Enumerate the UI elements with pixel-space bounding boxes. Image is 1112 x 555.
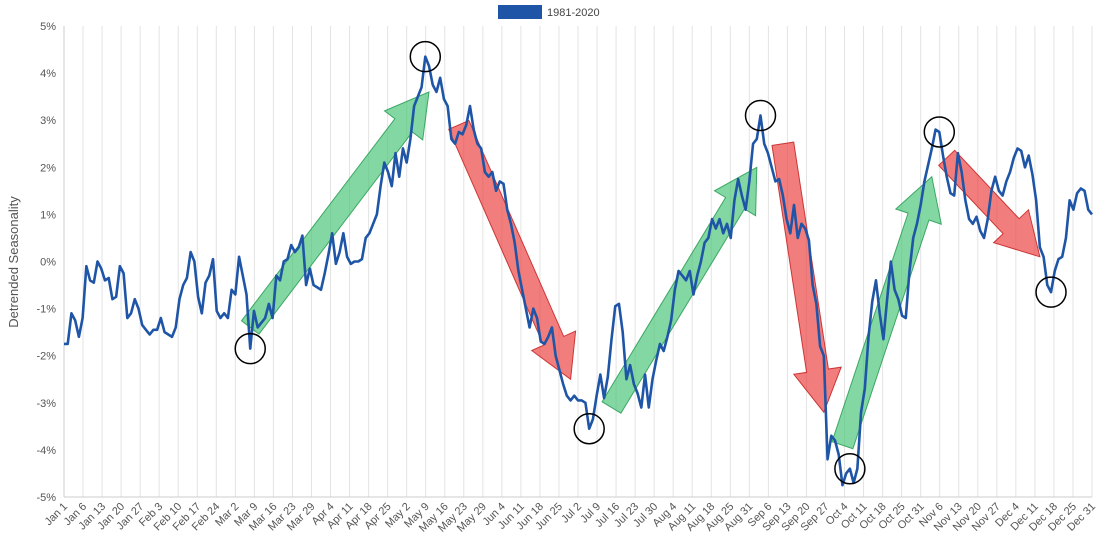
turning-point-circle (409, 40, 442, 73)
turning-point-circle (234, 332, 266, 365)
y-tick-label: 2% (40, 162, 56, 174)
y-tick-label: -5% (36, 492, 56, 504)
red-trend-arrow (771, 141, 842, 414)
turning-point-circle (573, 412, 605, 445)
turning-point-circle (923, 116, 956, 148)
y-tick-label: -1% (36, 304, 56, 316)
circled-points (234, 40, 1067, 485)
legend-label: 1981-2020 (547, 7, 600, 19)
y-tick-label: 5% (40, 21, 56, 33)
red-trend-arrow (448, 119, 577, 381)
y-tick-label: -3% (36, 398, 56, 410)
green-trend-arrow (240, 91, 430, 335)
turning-point-circle (744, 99, 777, 132)
x-tick-label: Jul 2 (559, 501, 584, 526)
y-tick-label: 3% (40, 115, 56, 127)
y-axis-title: Detrended Seasonality (6, 196, 21, 328)
y-tick-label: 0% (40, 257, 56, 269)
turning-point-circle (1035, 276, 1067, 308)
y-tick-label: 1% (40, 209, 56, 221)
y-tick-label: -2% (36, 351, 56, 363)
legend[interactable]: 1981-2020 (498, 5, 600, 19)
y-tick-label: 4% (40, 68, 56, 80)
y-tick-label: -4% (36, 445, 56, 457)
series-line (64, 55, 1094, 487)
legend-swatch (498, 5, 542, 19)
turning-point-circle (834, 452, 866, 485)
annotation-arrows (240, 91, 1041, 450)
series-1981-2020-line[interactable] (64, 55, 1094, 487)
grid (63, 26, 1093, 497)
